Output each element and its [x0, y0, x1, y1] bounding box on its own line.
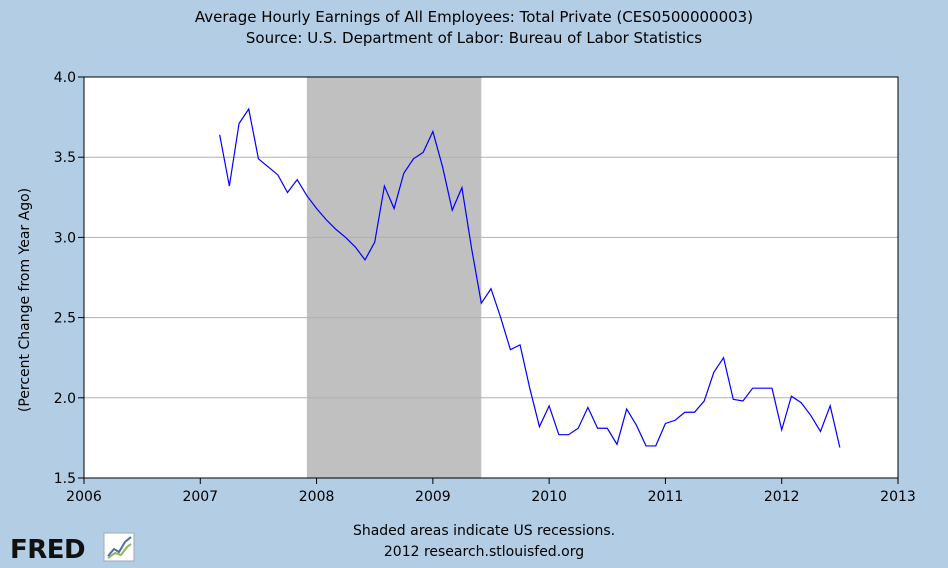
y-tick-label: 3.0	[54, 230, 76, 246]
series-line	[219, 107, 841, 448]
data-point	[664, 422, 667, 425]
recession-note: Shaded areas indicate US recessions.	[353, 523, 615, 539]
data-point	[305, 194, 308, 197]
source-credit: 2012 research.stlouisfed.org	[384, 544, 584, 560]
data-point	[838, 446, 841, 449]
data-point	[228, 185, 231, 188]
plot-border	[83, 76, 899, 479]
x-tick-label: 2013	[880, 489, 916, 505]
data-point	[422, 151, 425, 154]
data-point	[761, 387, 764, 390]
data-point	[819, 430, 822, 433]
data-point	[344, 236, 347, 239]
data-point	[683, 411, 686, 414]
data-point	[286, 191, 289, 194]
x-tick-label: 2006	[66, 489, 102, 505]
x-tick-label: 2012	[764, 489, 800, 505]
y-tick-label: 2.0	[54, 391, 76, 407]
data-point	[412, 157, 415, 160]
y-axis-label: (Percent Change from Year Ago)	[17, 188, 33, 412]
data-point	[586, 406, 589, 409]
x-tick-label: 2011	[648, 489, 684, 505]
y-tick-label: 2.5	[54, 311, 76, 327]
data-point	[674, 419, 677, 422]
data-point	[625, 408, 628, 411]
data-point	[509, 348, 512, 351]
data-point	[577, 427, 580, 430]
data-point	[257, 157, 260, 160]
data-point	[325, 218, 328, 221]
x-tick-label: 2007	[182, 489, 218, 505]
plot-area	[84, 77, 898, 478]
data-point	[499, 316, 502, 319]
data-point	[431, 130, 434, 133]
recession-shading	[306, 77, 482, 478]
recession-band	[306, 77, 482, 478]
x-tick-label: 2009	[415, 489, 451, 505]
data-point	[441, 165, 444, 168]
data-point	[751, 387, 754, 390]
data-point	[480, 302, 483, 305]
data-point	[780, 428, 783, 431]
data-point	[645, 444, 648, 447]
data-point	[829, 404, 832, 407]
data-point	[354, 246, 357, 249]
data-point	[364, 258, 367, 261]
x-tick-label: 2008	[299, 489, 335, 505]
data-point	[276, 173, 279, 176]
data-point	[393, 207, 396, 210]
data-point	[712, 371, 715, 374]
y-tick-label: 4.0	[54, 70, 76, 86]
data-point	[809, 414, 812, 417]
fred-logo-text: FRED	[10, 535, 85, 565]
data-point	[267, 165, 270, 168]
data-point	[402, 172, 405, 175]
data-point	[771, 387, 774, 390]
fred-logo[interactable]: FRED	[10, 532, 135, 565]
data-point	[538, 425, 541, 428]
data-point	[741, 400, 744, 403]
data-point	[732, 398, 735, 401]
y-tick-label: 1.5	[54, 471, 76, 487]
data-point	[383, 185, 386, 188]
data-point	[654, 444, 657, 447]
x-tick-label: 2010	[531, 489, 567, 505]
data-point	[703, 400, 706, 403]
data-point	[800, 401, 803, 404]
data-point	[296, 178, 299, 181]
chart-subtitle: Source: U.S. Department of Labor: Bureau…	[246, 29, 702, 47]
data-point	[722, 356, 725, 359]
data-point	[557, 433, 560, 436]
data-point	[247, 108, 250, 111]
data-point	[615, 443, 618, 446]
y-axis: 1.5 2.0 2.5 3.0 3.5 4.0	[54, 70, 84, 487]
data-point	[490, 287, 493, 290]
data-point	[519, 343, 522, 346]
data-point	[373, 241, 376, 244]
data-point	[635, 424, 638, 427]
data-point	[548, 404, 551, 407]
data-point	[460, 186, 463, 189]
data-point	[238, 122, 241, 125]
chart-title: Average Hourly Earnings of All Employees…	[195, 8, 753, 26]
data-point	[470, 247, 473, 250]
data-point	[218, 133, 221, 136]
data-point	[567, 433, 570, 436]
data-point	[334, 228, 337, 231]
data-point	[606, 427, 609, 430]
fred-logo-line-icon	[107, 536, 132, 557]
data-point	[451, 209, 454, 212]
y-tick-label: 3.5	[54, 150, 76, 166]
data-point	[315, 207, 318, 210]
data-point	[790, 395, 793, 398]
x-axis: 2006 2007 2008 2009 2010 2011 2012 2013	[66, 478, 916, 505]
data-point	[693, 411, 696, 414]
data-point	[596, 427, 599, 430]
data-point	[528, 387, 531, 390]
